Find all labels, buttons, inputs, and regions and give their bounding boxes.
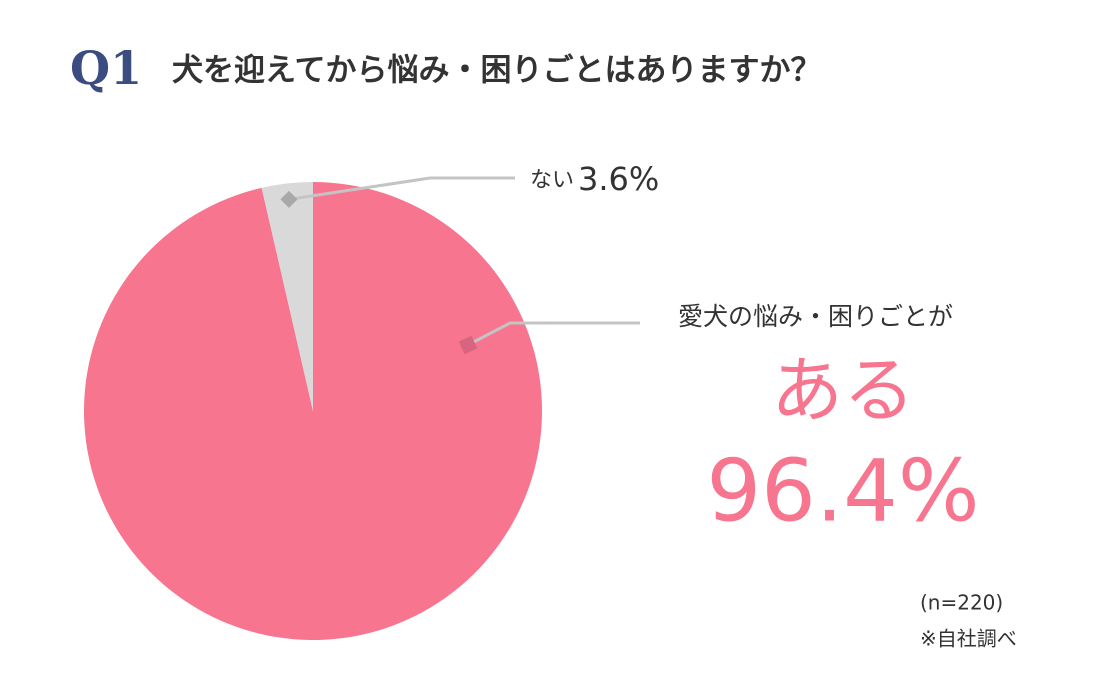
- category-label: ない: [530, 168, 574, 193]
- leader-marker: [280, 190, 298, 208]
- note: (n=220): [920, 591, 1003, 615]
- pie-slice: [261, 182, 313, 411]
- category-label: ある: [771, 349, 915, 433]
- value-label: 3.6%: [578, 160, 659, 198]
- question-number: Q1: [70, 41, 142, 95]
- annotation: 愛犬の悩み・困りごとが: [678, 302, 953, 331]
- leader-line: [288, 176, 515, 201]
- leader-line: [467, 321, 640, 347]
- slice-label: ない 3.6%: [530, 160, 659, 198]
- leader-marker: [458, 335, 478, 355]
- note: ※自社調べ: [920, 627, 1017, 651]
- value-label: 96.4%: [706, 441, 979, 541]
- chart-title: 犬を迎えてから悩み・困りごとはありますか？: [172, 53, 821, 89]
